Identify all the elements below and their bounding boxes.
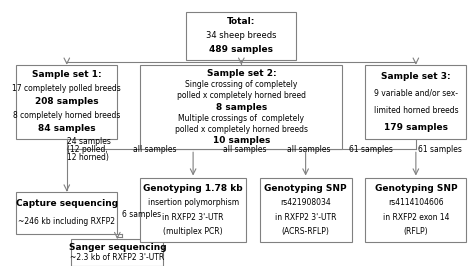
FancyBboxPatch shape [365,65,466,139]
Text: Genotyping SNP: Genotyping SNP [374,184,457,193]
Text: Genotyping 1.78 kb: Genotyping 1.78 kb [143,184,243,193]
Text: 208 samples: 208 samples [35,97,99,106]
Text: Sample set 2:: Sample set 2: [207,69,276,78]
Text: 8 samples: 8 samples [216,103,267,112]
Text: insertion polymorphism: insertion polymorphism [147,198,239,207]
FancyBboxPatch shape [186,12,296,60]
Text: Capture sequencing: Capture sequencing [16,199,118,208]
Text: 34 sheep breeds: 34 sheep breeds [206,31,277,40]
Text: polled x completely horned breed: polled x completely horned breed [177,91,306,100]
Text: 10 samples: 10 samples [213,136,270,145]
Text: Multiple crossings of  completely: Multiple crossings of completely [178,114,304,123]
Text: limited horned breeds: limited horned breeds [374,106,458,115]
FancyBboxPatch shape [365,178,466,242]
Text: Sanger sequencing: Sanger sequencing [69,243,166,252]
Text: 84 samples: 84 samples [38,124,96,133]
Text: 61 samples: 61 samples [418,145,462,154]
Text: 12 horned): 12 horned) [67,153,109,162]
Text: 9 variable and/or sex-: 9 variable and/or sex- [374,89,458,98]
FancyBboxPatch shape [16,65,118,139]
Text: Genotyping SNP: Genotyping SNP [264,184,347,193]
Text: in RXFP2 3'-UTR: in RXFP2 3'-UTR [275,213,337,222]
Text: ~246 kb including RXFP2: ~246 kb including RXFP2 [18,217,115,226]
FancyBboxPatch shape [140,178,246,242]
Text: 24 samples: 24 samples [67,137,110,146]
Text: Total:: Total: [227,18,255,26]
Text: (12 polled,: (12 polled, [67,145,108,154]
Text: Sample set 3:: Sample set 3: [381,72,451,81]
FancyBboxPatch shape [260,178,352,242]
Text: Sample set 1:: Sample set 1: [32,70,101,79]
Text: all samples: all samples [223,145,266,154]
Text: 61 samples: 61 samples [349,145,393,154]
FancyBboxPatch shape [140,65,342,149]
Text: 6 samples: 6 samples [122,210,161,219]
Text: (RFLP): (RFLP) [403,227,428,236]
FancyBboxPatch shape [72,239,163,266]
Text: 17 completely polled breeds: 17 completely polled breeds [12,84,121,93]
Text: ~2.3 kb of RXFP2 3'-UTR: ~2.3 kb of RXFP2 3'-UTR [70,253,164,262]
Text: all samples: all samples [287,145,331,154]
Text: rs4114104606: rs4114104606 [388,198,444,207]
Text: 489 samples: 489 samples [210,45,273,54]
Text: Single crossing of completely: Single crossing of completely [185,80,298,89]
Text: 8 completely horned breeds: 8 completely horned breeds [13,111,120,120]
Text: all samples: all samples [133,145,177,154]
Text: in RXFP2 exon 14: in RXFP2 exon 14 [383,213,449,222]
Text: 179 samples: 179 samples [384,123,448,132]
Text: rs421908034: rs421908034 [280,198,331,207]
Text: polled x completely horned breeds: polled x completely horned breeds [175,125,308,134]
Text: (multiplex PCR): (multiplex PCR) [163,227,223,236]
FancyBboxPatch shape [16,192,118,234]
Text: (ACRS-RFLP): (ACRS-RFLP) [282,227,329,236]
Text: in RXFP2 3'-UTR: in RXFP2 3'-UTR [163,213,224,222]
